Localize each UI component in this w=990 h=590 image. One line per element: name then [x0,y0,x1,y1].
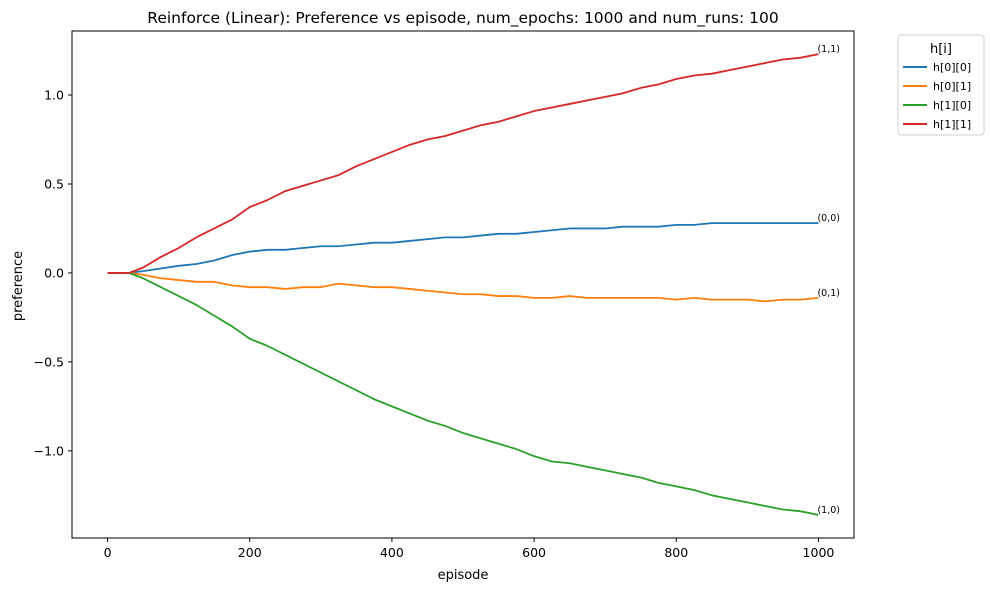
x-tick-label: 1000 [803,545,835,560]
x-tick-label: 800 [664,545,688,560]
series-line-4 [107,53,819,274]
series-layer [107,53,819,516]
x-tick-label: 200 [238,545,262,560]
x-tick-label: 0 [104,545,112,560]
y-tick-label: 1.0 [44,88,64,103]
legend-items: h[0][0] h[0][1] h[1][0] h[1][1] [903,61,971,131]
legend-label-1: h[0][0] [933,61,971,74]
y-tick-label: 0.0 [44,265,64,280]
end-label-1: (0,0) [817,213,840,224]
series-line-3 [107,272,819,516]
series-line-2 [107,272,819,303]
series-line-1 [107,222,819,274]
y-axis-label: preference [11,251,26,321]
x-tick-label: 400 [380,545,404,560]
end-label-3: (1,0) [817,505,840,516]
y-tick-label: −1.0 [34,443,64,458]
chart-title: Reinforce (Linear): Preference vs episod… [147,9,778,28]
x-tick-label: 600 [522,545,546,560]
y-tick-label: 0.5 [44,176,64,191]
end-label-4: (1,1) [817,44,840,55]
plot-area: (0,0) (0,1) (1,0) (1,1) [71,30,855,539]
legend: h[i] h[0][0] h[0][1] h[1][0] h[1][1] [897,34,985,136]
legend-label-3: h[1][0] [933,99,971,112]
x-axis-label: episode [438,568,489,583]
y-axis: −1.0 −0.5 0.0 0.5 1.0 [34,88,72,458]
legend-frame [897,34,985,136]
end-label-2: (0,1) [817,288,840,299]
legend-label-4: h[1][1] [933,118,971,131]
end-labels: (0,0) (0,1) (1,0) (1,1) [817,44,840,516]
y-tick-label: −0.5 [34,354,64,369]
legend-label-2: h[0][1] [933,80,971,93]
legend-title: h[i] [930,42,952,57]
axes-frame [71,30,855,539]
x-axis: 0 200 400 600 800 1000 [104,538,835,560]
